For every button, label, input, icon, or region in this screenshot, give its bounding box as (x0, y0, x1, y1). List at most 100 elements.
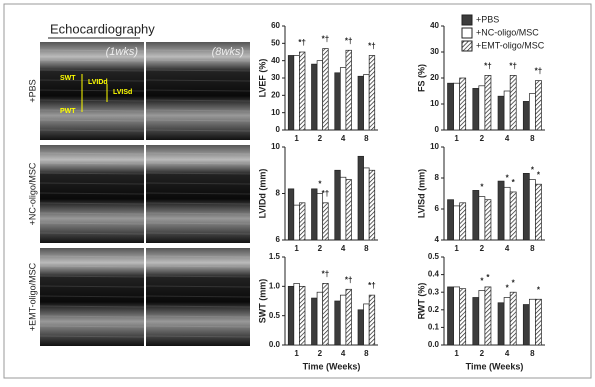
bar (453, 82, 461, 131)
echo-streak (145, 172, 251, 175)
bar (311, 188, 318, 241)
bar (528, 179, 536, 241)
echo-streak (39, 162, 145, 165)
significance-mark: * (506, 284, 510, 293)
significance-mark: *† (509, 62, 517, 71)
bar (459, 77, 467, 131)
echo-streak (39, 315, 145, 318)
echo-streak (145, 152, 251, 155)
x-tick-label: 8 (364, 244, 369, 253)
bar (447, 286, 454, 346)
echo-image (40, 145, 144, 243)
bar (368, 294, 376, 346)
bar (453, 205, 461, 241)
echo-streak (39, 305, 145, 308)
echo-streak (145, 109, 251, 112)
y-tick-label: 0.0 (428, 340, 440, 349)
y-tick-label: 50 (271, 38, 280, 47)
bar (287, 285, 295, 346)
x-tick-label: 4 (505, 134, 510, 143)
echo-streak (145, 89, 251, 92)
echo-streak (145, 275, 251, 278)
significance-mark: * (480, 277, 484, 286)
bar (293, 283, 300, 346)
echo-streak (39, 232, 145, 235)
bar (478, 290, 486, 346)
bar (287, 55, 295, 131)
x-tick-label: 2 (480, 244, 485, 253)
y-tick-label: 0 (276, 125, 281, 134)
y-tick-label: 10 (430, 142, 439, 151)
significance-mark: * (480, 183, 484, 192)
bar (509, 191, 517, 241)
x-tick-label: 2 (480, 134, 485, 143)
y-tick-label: 40 (430, 21, 439, 30)
echo-image (146, 145, 250, 243)
row-label: +NC-oligo/MSC (27, 162, 37, 225)
significance-mark: * (506, 173, 510, 182)
echo-streak (39, 212, 145, 215)
echo-annotation: LVIDd (88, 79, 108, 86)
bar (287, 188, 295, 241)
echo-streak (39, 119, 145, 122)
echo-streak (39, 265, 145, 268)
echo-streak (145, 265, 251, 268)
echo-streak (39, 129, 145, 132)
frame (3, 3, 592, 379)
y-tick-label: 8 (276, 189, 281, 198)
bar (363, 167, 370, 241)
x-tick-label: 4 (341, 134, 346, 143)
echo-streak (39, 295, 145, 298)
echo-streak (145, 182, 251, 185)
y-tick-label: 0.1 (428, 323, 440, 332)
x-tick-label: 2 (318, 134, 323, 143)
echo-image (146, 42, 250, 140)
y-axis-label: SWT (mm) (257, 279, 267, 324)
echo-streak (39, 152, 145, 155)
panel-title: Echocardiography (50, 21, 155, 36)
echo-streak (39, 49, 145, 52)
significance-mark: *† (298, 38, 306, 47)
echo-streak (145, 119, 251, 122)
echo-streak (145, 305, 251, 308)
significance-mark: * (531, 166, 535, 175)
echo-streak (145, 69, 251, 72)
bar (363, 74, 370, 131)
bar (503, 297, 511, 346)
echo-streak (145, 255, 251, 258)
x-tick-label: 8 (364, 349, 369, 358)
echo-streak (145, 192, 251, 195)
y-tick-label: 0.0 (269, 340, 281, 349)
echo-streak (39, 192, 145, 195)
echo-streak (39, 182, 145, 185)
bar (447, 199, 454, 241)
y-tick-label: 1.0 (269, 281, 281, 290)
legend-swatch (461, 40, 473, 52)
x-tick-label: 4 (341, 349, 346, 358)
bar (447, 82, 454, 131)
echo-streak (39, 99, 145, 102)
bar (459, 202, 467, 241)
echo-image (146, 248, 250, 346)
column-label: (8wks) (212, 46, 245, 58)
bar (334, 169, 341, 241)
legend-label: +PBS (476, 14, 499, 24)
bar (357, 155, 364, 241)
echo-annotation: PWT (60, 108, 76, 115)
bar (459, 288, 467, 346)
echo-streak (39, 89, 145, 92)
y-tick-label: 30 (430, 47, 439, 56)
bar (368, 169, 376, 241)
significance-mark: *† (345, 36, 353, 45)
x-tick-label: 8 (364, 134, 369, 143)
echo-streak (39, 285, 145, 288)
echo-streak (39, 172, 145, 175)
legend-label: +EMT-oligo/MSC (476, 40, 545, 50)
y-tick-label: 4 (435, 235, 440, 244)
x-tick-label: 2 (318, 244, 323, 253)
echo-streak (39, 255, 145, 258)
bar (478, 85, 486, 131)
significance-mark: *† (322, 35, 330, 44)
echo-streak (39, 69, 145, 72)
